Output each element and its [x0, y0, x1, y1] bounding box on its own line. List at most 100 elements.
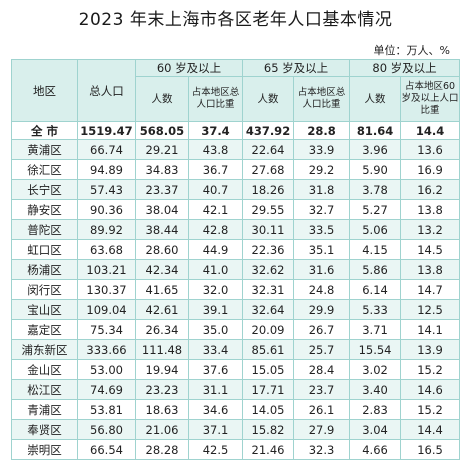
header-60-count: 人数	[135, 76, 189, 122]
cell-r80: 14.7	[400, 279, 461, 300]
table-row: 普陀区 89.92 38.44 42.8 30.11 33.5 5.06 13.2	[11, 219, 461, 240]
table-row: 闵行区 130.37 41.65 32.0 32.31 24.8 6.14 14.7	[11, 279, 461, 300]
cell-p60: 568.05	[135, 121, 189, 140]
cell-p80: 3.40	[349, 379, 402, 400]
header-65-count: 人数	[242, 76, 295, 122]
cell-total: 333.66	[77, 339, 136, 360]
cell-area: 金山区	[11, 359, 78, 380]
cell-total: 1519.47	[77, 121, 136, 140]
cell-p65: 20.09	[242, 319, 295, 340]
header-60-plus: 60 岁及以上	[134, 59, 244, 77]
cell-total: 53.81	[77, 399, 136, 420]
cell-p60: 23.23	[135, 379, 189, 400]
cell-r60: 40.7	[187, 179, 244, 200]
cell-r60: 37.6	[187, 359, 244, 380]
cell-r65: 28.4	[293, 359, 351, 380]
cell-p80: 5.86	[349, 259, 402, 280]
cell-p80: 3.02	[349, 359, 402, 380]
cell-p65: 32.62	[242, 259, 295, 280]
cell-p60: 29.21	[135, 139, 189, 160]
cell-p80: 3.04	[349, 419, 402, 440]
cell-r80: 16.2	[400, 179, 461, 200]
elderly-population-table: 地区 总人口 60 岁及以上 65 岁及以上 80 岁及以上 人数 占本地区总人…	[11, 59, 461, 460]
cell-r60: 39.1	[187, 299, 244, 320]
cell-r80: 13.8	[400, 199, 461, 220]
cell-total: 90.36	[77, 199, 136, 220]
cell-r65: 28.8	[293, 121, 351, 140]
cell-r65: 24.8	[293, 279, 351, 300]
cell-p65: 32.31	[242, 279, 295, 300]
table-row: 金山区 53.00 19.94 37.6 15.05 28.4 3.02 15.2	[11, 359, 461, 380]
cell-r80: 14.6	[400, 379, 461, 400]
cell-r60: 37.1	[187, 419, 244, 440]
cell-p80: 5.06	[349, 219, 402, 240]
table-row: 杨浦区 103.21 42.34 41.0 32.62 31.6 5.86 13.8	[11, 259, 461, 280]
cell-area: 奉贤区	[11, 419, 78, 440]
cell-area: 徐汇区	[11, 159, 78, 180]
cell-area: 浦东新区	[11, 339, 78, 360]
cell-p65: 15.05	[242, 359, 295, 380]
cell-r60: 31.1	[187, 379, 244, 400]
cell-r80: 15.2	[400, 359, 461, 380]
cell-p65: 437.92	[242, 121, 295, 140]
cell-p60: 38.44	[135, 219, 189, 240]
table-row: 奉贤区 56.80 21.06 37.1 15.82 27.9 3.04 14.4	[11, 419, 461, 440]
cell-r65: 33.9	[293, 139, 351, 160]
cell-p60: 41.65	[135, 279, 189, 300]
cell-area: 青浦区	[11, 399, 78, 420]
page-title: 2023 年末上海市各区老年人口基本情况	[78, 10, 393, 30]
cell-p65: 30.11	[242, 219, 295, 240]
table-row: 崇明区 66.54 28.28 42.5 21.46 32.3 4.66 16.5	[11, 439, 461, 460]
cell-r65: 32.7	[293, 199, 351, 220]
cell-r60: 42.5	[187, 439, 244, 460]
cell-total: 94.89	[77, 159, 136, 180]
cell-r65: 32.3	[293, 439, 351, 460]
header-65-plus: 65 岁及以上	[242, 59, 351, 77]
header-65-ratio: 占本地区总人口比重	[293, 76, 351, 122]
cell-p60: 111.48	[135, 339, 189, 360]
cell-p80: 5.90	[349, 159, 402, 180]
cell-r65: 29.2	[293, 159, 351, 180]
cell-r65: 23.7	[293, 379, 351, 400]
cell-total: 53.00	[77, 359, 136, 380]
cell-p65: 22.36	[242, 239, 295, 260]
cell-r65: 25.7	[293, 339, 351, 360]
cell-total: 109.04	[77, 299, 136, 320]
cell-area: 杨浦区	[11, 259, 78, 280]
cell-p60: 34.83	[135, 159, 189, 180]
table-row-total: 全 市 1519.47 568.05 37.4 437.92 28.8 81.64 14.4	[11, 121, 461, 140]
cell-r80: 14.1	[400, 319, 461, 340]
cell-r60: 41.0	[187, 259, 244, 280]
cell-total: 74.69	[77, 379, 136, 400]
cell-p80: 3.71	[349, 319, 402, 340]
header-80-plus: 80 岁及以上	[349, 59, 461, 77]
cell-p60: 28.28	[135, 439, 189, 460]
table-row: 松江区 74.69 23.23 31.1 17.71 23.7 3.40 14.6	[11, 379, 461, 400]
cell-total: 75.34	[77, 319, 136, 340]
cell-total: 89.92	[77, 219, 136, 240]
cell-p80: 15.54	[349, 339, 402, 360]
cell-r80: 13.6	[400, 139, 461, 160]
cell-p60: 38.04	[135, 199, 189, 220]
table-row: 嘉定区 75.34 26.34 35.0 20.09 26.7 3.71 14.1	[11, 319, 461, 340]
table-row: 宝山区 109.04 42.61 39.1 32.64 29.9 5.33 12.5	[11, 299, 461, 320]
cell-r80: 16.9	[400, 159, 461, 180]
table-row: 长宁区 57.43 23.37 40.7 18.26 31.8 3.78 16.2	[11, 179, 461, 200]
unit-note: 单位：万人、%	[373, 44, 450, 57]
header-60-ratio: 占本地区总人口比重	[187, 76, 244, 122]
cell-r60: 33.4	[187, 339, 244, 360]
cell-p60: 42.34	[135, 259, 189, 280]
cell-p80: 6.14	[349, 279, 402, 300]
cell-area: 长宁区	[11, 179, 78, 200]
cell-r80: 13.8	[400, 259, 461, 280]
header-80-ratio: 占本地区60 岁及以上人口比重	[400, 76, 461, 122]
cell-r60: 42.1	[187, 199, 244, 220]
cell-p65: 14.05	[242, 399, 295, 420]
cell-r60: 42.8	[187, 219, 244, 240]
cell-total: 63.68	[77, 239, 136, 260]
header-total: 总人口	[77, 59, 136, 122]
table-row: 静安区 90.36 38.04 42.1 29.55 32.7 5.27 13.8	[11, 199, 461, 220]
table-body: 全 市 1519.47 568.05 37.4 437.92 28.8 81.64 14.4 黄…	[11, 121, 461, 460]
cell-p60: 26.34	[135, 319, 189, 340]
cell-r65: 27.9	[293, 419, 351, 440]
